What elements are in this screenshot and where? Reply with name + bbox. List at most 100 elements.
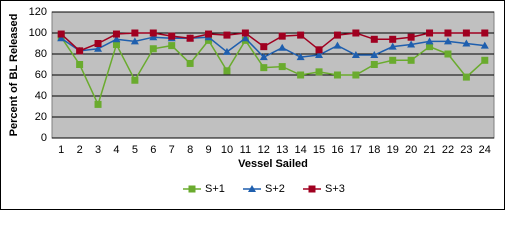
x-tick-label: 7 bbox=[169, 144, 175, 156]
data-point bbox=[278, 43, 287, 51]
y-tick-label: 20 bbox=[35, 111, 47, 123]
data-point bbox=[131, 76, 139, 84]
y-tick-label: 120 bbox=[29, 6, 47, 18]
data-point bbox=[481, 29, 489, 37]
data-point bbox=[426, 29, 434, 37]
data-point bbox=[94, 100, 102, 108]
data-point bbox=[315, 46, 323, 54]
data-point bbox=[94, 44, 103, 52]
y-tick-label: 40 bbox=[35, 90, 47, 102]
data-point bbox=[76, 47, 84, 55]
data-point bbox=[278, 63, 286, 71]
data-point bbox=[444, 50, 452, 58]
data-point bbox=[315, 68, 323, 76]
data-point bbox=[259, 53, 268, 61]
data-point bbox=[260, 43, 268, 51]
chart: Percent of BL Released Vessel Sailed 0 20… bbox=[0, 0, 505, 210]
x-tick-label: 12 bbox=[258, 144, 270, 156]
data-point bbox=[426, 43, 434, 51]
x-tick-label: 20 bbox=[405, 144, 417, 156]
data-point bbox=[370, 35, 378, 43]
data-point bbox=[186, 59, 194, 67]
x-tick-label: 9 bbox=[205, 144, 211, 156]
x-tick-label: 5 bbox=[132, 144, 138, 156]
data-point bbox=[480, 41, 489, 49]
data-point bbox=[205, 36, 213, 44]
data-point bbox=[57, 30, 65, 38]
data-point bbox=[462, 29, 470, 37]
data-point bbox=[407, 40, 416, 48]
data-point bbox=[260, 64, 268, 72]
x-tick-label: 23 bbox=[460, 144, 472, 156]
data-point bbox=[389, 56, 397, 64]
data-point bbox=[131, 29, 139, 37]
data-point bbox=[315, 51, 324, 59]
legend-marker bbox=[248, 185, 256, 192]
x-tick-label: 8 bbox=[187, 144, 193, 156]
data-point bbox=[351, 51, 360, 59]
x-tick-label: 1 bbox=[58, 144, 64, 156]
x-tick-label: 19 bbox=[387, 144, 399, 156]
data-point bbox=[76, 61, 84, 68]
data-point bbox=[297, 71, 305, 79]
y-tick-label: 80 bbox=[35, 48, 47, 60]
x-tick-label: 15 bbox=[313, 144, 325, 156]
data-point bbox=[241, 29, 249, 37]
x-tick-label: 17 bbox=[350, 144, 362, 156]
data-point bbox=[296, 53, 305, 61]
y-axis-title: Percent of BL Released bbox=[8, 14, 20, 137]
x-tick-label: 14 bbox=[295, 144, 307, 156]
x-tick-label: 21 bbox=[423, 144, 435, 156]
data-point bbox=[149, 33, 158, 41]
x-tick-label: 11 bbox=[240, 144, 251, 156]
data-point bbox=[407, 33, 415, 41]
x-tick-label: 4 bbox=[113, 144, 119, 156]
data-point bbox=[94, 40, 102, 47]
data-point bbox=[222, 47, 231, 55]
data-point bbox=[370, 61, 378, 68]
x-tick-label: 6 bbox=[150, 144, 156, 156]
data-point bbox=[168, 42, 176, 50]
x-tick-label: 18 bbox=[368, 144, 380, 156]
data-point bbox=[370, 51, 379, 59]
data-point bbox=[205, 30, 213, 38]
data-point bbox=[278, 32, 286, 40]
data-point bbox=[333, 71, 341, 79]
legend-label: S+3 bbox=[325, 183, 345, 195]
data-point bbox=[168, 32, 176, 40]
data-point bbox=[352, 29, 360, 37]
data-point bbox=[149, 45, 157, 53]
y-tick-label: 0 bbox=[41, 132, 47, 144]
data-point bbox=[130, 37, 139, 45]
x-tick-label: 24 bbox=[479, 144, 491, 156]
legend-marker bbox=[188, 185, 196, 193]
data-point bbox=[462, 39, 471, 47]
legend-label: S+1 bbox=[205, 183, 225, 195]
data-point bbox=[389, 35, 397, 43]
data-point bbox=[425, 37, 434, 45]
data-point bbox=[444, 29, 452, 37]
data-point bbox=[333, 31, 341, 39]
data-point bbox=[223, 31, 231, 39]
y-tick-label: 60 bbox=[35, 69, 47, 81]
data-point bbox=[297, 31, 305, 39]
data-point bbox=[112, 35, 121, 43]
data-point bbox=[112, 30, 120, 38]
data-point bbox=[149, 29, 157, 37]
legend-marker bbox=[308, 185, 316, 193]
x-axis-title: Vessel Sailed bbox=[238, 158, 308, 170]
x-tick-label: 16 bbox=[331, 144, 343, 156]
y-tick-label: 100 bbox=[29, 27, 47, 39]
data-point bbox=[407, 56, 415, 64]
legend-label: S+2 bbox=[265, 183, 285, 195]
data-point bbox=[186, 34, 194, 42]
x-tick-label: 10 bbox=[221, 144, 233, 156]
x-tick-label: 2 bbox=[77, 144, 83, 156]
data-point bbox=[241, 34, 250, 42]
data-point bbox=[443, 37, 452, 45]
data-point bbox=[333, 41, 342, 49]
data-point bbox=[481, 56, 489, 64]
series-line bbox=[60, 36, 485, 59]
data-point bbox=[388, 42, 397, 50]
x-tick-label: 13 bbox=[276, 144, 288, 156]
